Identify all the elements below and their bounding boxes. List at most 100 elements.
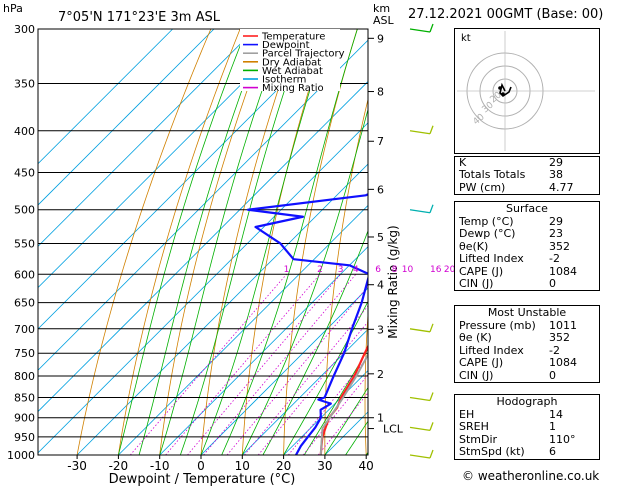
hodograph-unit-label: kt bbox=[461, 33, 471, 44]
wind-barb bbox=[409, 209, 431, 214]
isotherm-line bbox=[118, 204, 368, 455]
mixing-ratio-label: 16 bbox=[430, 265, 442, 275]
isotherm-line bbox=[283, 370, 368, 455]
temperature-tick-label: 10 bbox=[235, 459, 250, 473]
pressure-unit-label: hPa bbox=[3, 2, 23, 15]
mixing-ratio-label: 2 bbox=[317, 265, 323, 275]
wind-barb-flag bbox=[429, 125, 434, 135]
hodo-row: StmSpd (kt) 6 bbox=[459, 445, 556, 459]
pressure-tick-label: 1000 bbox=[7, 449, 35, 462]
pressure-tick-label: 750 bbox=[14, 347, 35, 360]
pressure-tick-label: 400 bbox=[14, 125, 35, 138]
pressure-tick-label: 500 bbox=[14, 204, 35, 217]
index-row-pw: PW (cm) 4.77 bbox=[459, 180, 574, 194]
wet-adiabat-line bbox=[138, 29, 265, 455]
isotherm-line bbox=[38, 29, 173, 165]
credit-label: © weatheronline.co.uk bbox=[462, 469, 600, 483]
dry-adiabat-line bbox=[76, 29, 212, 455]
km-tick-label: 4 bbox=[377, 279, 384, 292]
wind-barb bbox=[409, 28, 431, 33]
mixing-ratio-label: 10 bbox=[402, 265, 414, 275]
pressure-tick-label: 900 bbox=[14, 412, 35, 425]
legend-entry: Mixing Ratio bbox=[262, 83, 324, 94]
surface-table: Surface Temp (°C) 29 Dewp (°C) 23 θe(K) 352… bbox=[454, 201, 600, 292]
dry-adiabat-line bbox=[615, 29, 629, 455]
mixing-ratio-label: 4 bbox=[353, 265, 359, 275]
wind-barb-flag bbox=[429, 422, 434, 431]
pressure-tick-label: 700 bbox=[14, 323, 35, 336]
hodograph-point bbox=[498, 86, 502, 90]
index-row-k: K 29 bbox=[459, 156, 563, 169]
temperature-tick-label: -20 bbox=[109, 459, 129, 473]
pressure-tick-label: 600 bbox=[14, 268, 35, 281]
mixing-ratio-line bbox=[165, 273, 321, 455]
wind-barb-flag bbox=[429, 204, 434, 213]
mixing-ratio-line bbox=[187, 273, 341, 455]
surface-row: Lifted Index -2 bbox=[459, 252, 560, 266]
isotherm-line bbox=[242, 328, 368, 455]
mixing-ratio-axis-label: Mixing Ratio (g/kg) bbox=[386, 225, 400, 338]
pressure-tick-label: 800 bbox=[14, 370, 35, 383]
wind-barb bbox=[409, 396, 431, 402]
series-dewpoint bbox=[246, 193, 368, 455]
mixing-ratio-label: 6 bbox=[375, 265, 381, 275]
surface-row: CAPE (J) 1084 bbox=[459, 264, 577, 278]
plot-frame bbox=[37, 28, 369, 456]
legend-background bbox=[240, 29, 340, 91]
isotherm-line bbox=[38, 29, 339, 330]
km-tick-label: 7 bbox=[377, 135, 384, 148]
most-unstable-table: Most Unstable Pressure (mb) 1011 θe (K) 35… bbox=[454, 305, 600, 383]
legend-entry: Wet Adiabat bbox=[262, 66, 323, 77]
mu-row: Pressure (mb) 1011 bbox=[459, 319, 577, 332]
km-tick-label: 8 bbox=[377, 86, 384, 99]
isotherm-line bbox=[38, 122, 368, 454]
isotherm-line bbox=[76, 163, 368, 455]
mixing-ratio-line bbox=[203, 273, 357, 455]
isotherm-line bbox=[200, 287, 368, 455]
surface-row: Temp (°C) 29 bbox=[459, 215, 563, 228]
temperature-tick-label: 0 bbox=[197, 459, 205, 473]
x-axis-label: Dewpoint / Temperature (°C) bbox=[109, 472, 296, 486]
wind-barb-flag bbox=[429, 23, 434, 33]
legend-entry: Dewpoint bbox=[262, 40, 310, 51]
isotherm-line bbox=[159, 246, 368, 455]
indices-table: K 29 Totals Totals 38 PW (cm) 4.77 bbox=[454, 156, 600, 196]
hodo-row: StmDir 110° bbox=[459, 432, 576, 446]
surface-title: Surface bbox=[506, 202, 548, 215]
wind-barb-flag bbox=[429, 449, 434, 459]
surface-row: Dewp (°C) 23 bbox=[459, 227, 563, 241]
series-parcel-trajectory bbox=[319, 352, 368, 455]
location-label: 7°05'N 171°23'E 3m ASL bbox=[58, 10, 221, 25]
temperature-tick-label: 20 bbox=[276, 459, 291, 473]
wind-barb bbox=[409, 454, 431, 459]
index-row-totals: Totals Totals 38 bbox=[459, 168, 563, 182]
hodograph-panel: kt 20 30 40 bbox=[454, 28, 600, 154]
km-tick-label: 9 bbox=[377, 32, 384, 45]
temperature-tick-label: 40 bbox=[359, 459, 374, 473]
temperature-tick-label: -10 bbox=[150, 459, 170, 473]
hodograph-point bbox=[501, 92, 505, 96]
hodograph-ring-label: 40 bbox=[472, 112, 487, 127]
pressure-tick-label: 850 bbox=[14, 391, 35, 404]
mu-row: θe (K) 352 bbox=[459, 331, 570, 345]
pressure-tick-label: 300 bbox=[14, 23, 35, 36]
pressure-tick-label: 950 bbox=[14, 431, 35, 444]
mixing-ratio-label: 20 bbox=[444, 265, 456, 275]
isotherm-line bbox=[38, 29, 297, 289]
mu-row: Lifted Index -2 bbox=[459, 343, 560, 357]
temperature-tick-label: 30 bbox=[317, 459, 332, 473]
temperature-tick-label: -30 bbox=[67, 459, 87, 473]
dry-adiabat-line bbox=[364, 308, 368, 455]
wind-barb-flag bbox=[429, 392, 434, 401]
pressure-tick-label: 650 bbox=[14, 297, 35, 310]
mixing-ratio-line bbox=[244, 305, 368, 455]
wind-barb bbox=[409, 328, 431, 333]
isotherm-line bbox=[38, 80, 368, 413]
mixing-ratio-line bbox=[129, 273, 287, 455]
mu-row: CAPE (J) 1084 bbox=[459, 356, 577, 370]
legend-entry: Isotherm bbox=[262, 75, 306, 86]
most-unstable-title: Most Unstable bbox=[487, 306, 567, 319]
mixing-ratio-label: 3 bbox=[338, 265, 344, 275]
